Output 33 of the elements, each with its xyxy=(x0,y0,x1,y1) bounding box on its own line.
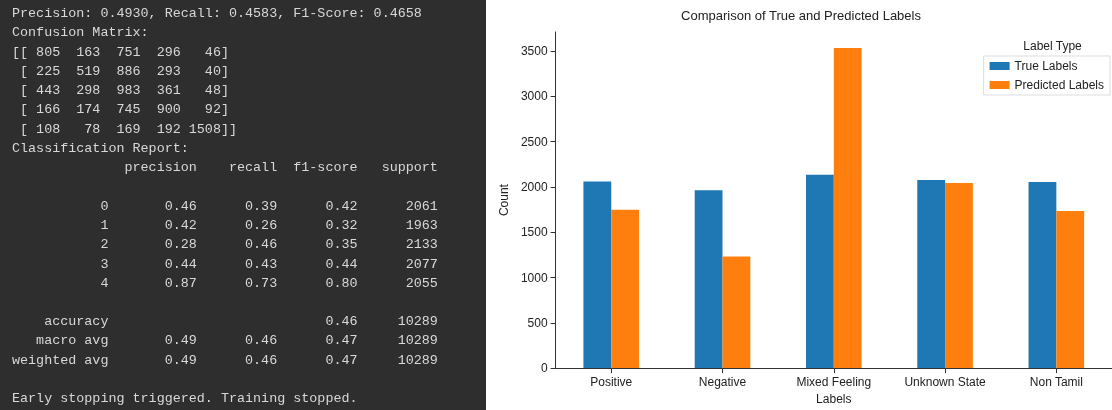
y-tick-label: 0 xyxy=(540,361,548,376)
y-tick-label: 3000 xyxy=(520,89,548,104)
legend-label: Predicted Labels xyxy=(1014,78,1104,92)
x-tick-label: Mixed Feeling xyxy=(796,375,872,390)
bar xyxy=(945,183,973,369)
bar xyxy=(917,179,946,369)
y-tick-label: 1500 xyxy=(520,225,548,240)
x-tick-label: Negative xyxy=(698,375,747,390)
bar xyxy=(805,174,834,369)
bar xyxy=(1028,181,1057,369)
legend-label: True Labels xyxy=(1014,59,1078,73)
text: Precision: 0.4930, Recall: 0.4583, F1-Score: 0.4658 Confusion Matrix: [[ 805 163 751 296 46] [ 225 519 886 293 40] [ 443 298 983 361 48] [ 166 174 745 900 92] [ 108 78 169 192 1508]] Classification Report: precision recall f1-score support xyxy=(12,6,438,176)
bar xyxy=(722,256,751,369)
y-tick-label: 2000 xyxy=(520,179,548,194)
chart-title: Comparison of True and Predicted Labels xyxy=(681,8,922,23)
legend-title: Label Type xyxy=(1023,39,1083,53)
x-tick-label: Positive xyxy=(590,375,633,390)
bar xyxy=(1056,211,1085,369)
bar xyxy=(583,181,612,369)
x-axis-title: Labels xyxy=(816,392,852,406)
x-tick-label: Unknown State xyxy=(904,375,987,390)
text: 0 0.46 0.39 0.42 2061 1 0.42 0.26 0.32 1963 2 0.28 0.46 0.35 2133 3 0.44 0.43 0.44 2077 4 0.87 0.73 0.80 2055 xyxy=(99,197,439,293)
text: accuracy 0.46 10289 macro avg 0.49 0.46 0.47 10289 weighted avg 0.49 0.46 0.47 10289 xyxy=(12,313,439,370)
y-axis-title: Count xyxy=(497,183,511,217)
text: Early stopping triggered. Training stopped. xyxy=(12,390,359,409)
bar xyxy=(833,47,862,369)
bar xyxy=(694,190,723,369)
y-tick-label: 2500 xyxy=(520,134,548,149)
y-tick-label: 3500 xyxy=(520,44,548,59)
y-tick-label: 1000 xyxy=(520,270,548,285)
x-tick-label: Non Tamil xyxy=(1029,375,1083,390)
y-tick-label: 500 xyxy=(527,315,548,330)
bar xyxy=(611,209,640,369)
